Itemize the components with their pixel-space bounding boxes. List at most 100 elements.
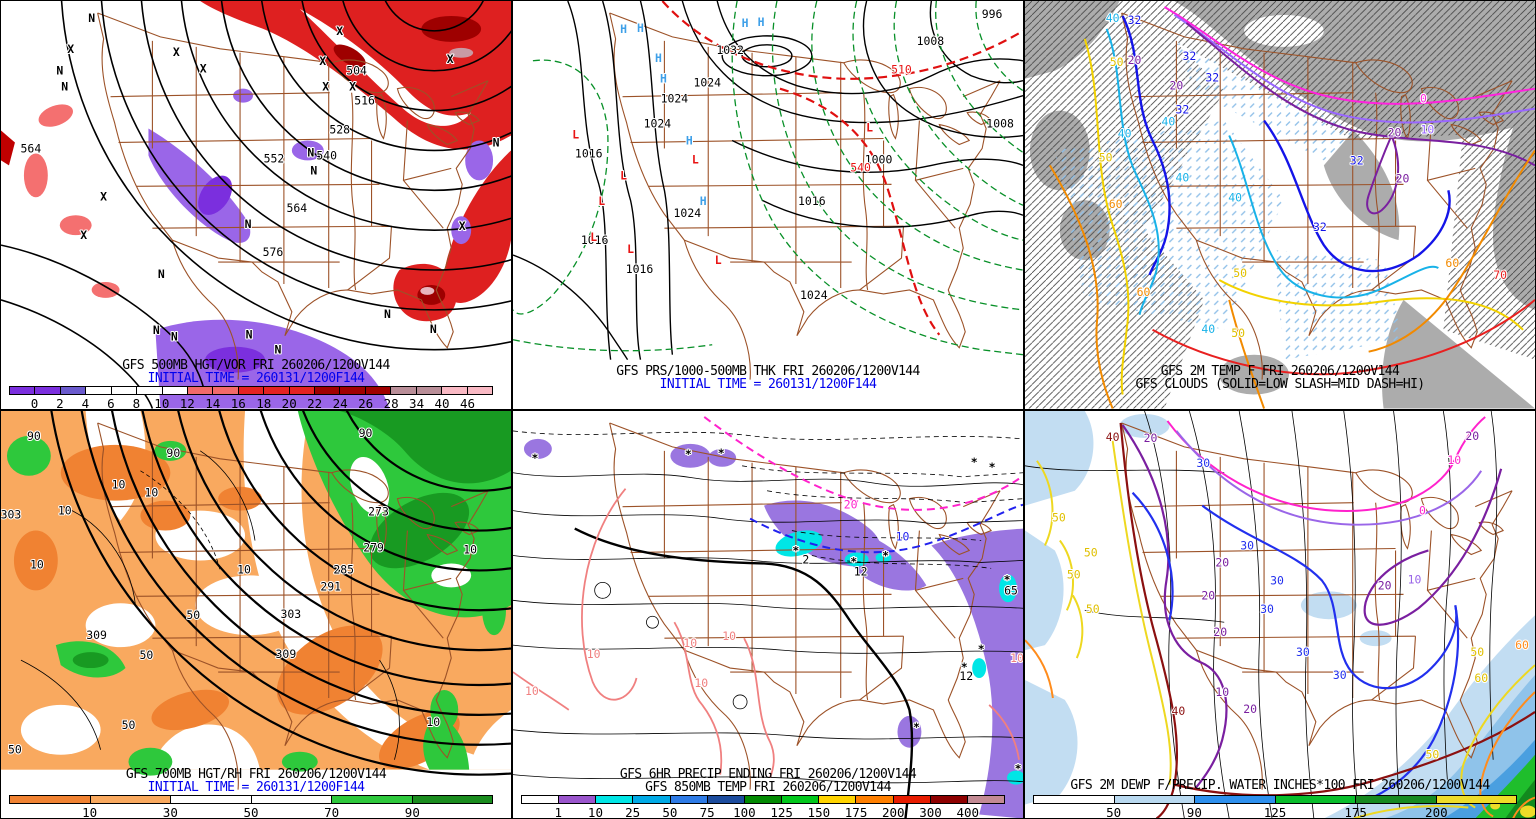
svg-text:20: 20 [1201, 588, 1215, 602]
svg-text:*: * [1015, 761, 1022, 775]
svg-text:50: 50 [8, 742, 22, 756]
caption-dewp: GFS 2M DEWP F/PRECIP. WATER INCHES*100 F… [1025, 779, 1535, 792]
svg-text:0: 0 [1420, 92, 1427, 106]
svg-text:*: * [971, 454, 978, 468]
map-2m-dewp-pwat: 4040202020202020201010100303030303030505… [1025, 410, 1535, 818]
svg-text:*: * [718, 445, 725, 459]
svg-text:40: 40 [1106, 11, 1120, 25]
colorbar-precip: 1 10 25 50 75 100 125 150 175 200 300 400 [521, 795, 1005, 818]
svg-text:*: * [989, 459, 996, 473]
panel-title: GFS 6HR PRECIP ENDING FRI 260206/1200V14… [619, 767, 917, 782]
svg-text:10: 10 [1447, 452, 1461, 466]
svg-text:20: 20 [1378, 578, 1392, 592]
colorbar-rh: 10 30 50 70 90 [9, 795, 493, 818]
svg-text:564: 564 [287, 201, 308, 215]
svg-text:1008: 1008 [986, 117, 1014, 131]
svg-text:10: 10 [1421, 123, 1435, 137]
colorbar-pwat: 50 90 125 175 200 [1033, 795, 1517, 818]
svg-text:516: 516 [354, 94, 375, 108]
svg-text:10: 10 [58, 503, 72, 517]
svg-text:10: 10 [30, 557, 44, 571]
svg-text:*: * [685, 446, 692, 460]
svg-text:32: 32 [1182, 49, 1196, 63]
svg-text:20: 20 [1144, 430, 1158, 444]
svg-text:70: 70 [1493, 268, 1507, 282]
svg-text:30: 30 [1296, 645, 1310, 659]
svg-text:1024: 1024 [674, 206, 702, 220]
svg-text:504: 504 [346, 64, 367, 78]
svg-text:285: 285 [333, 562, 354, 576]
svg-text:10: 10 [463, 542, 477, 556]
svg-text:20: 20 [1170, 79, 1184, 93]
svg-text:L: L [598, 194, 605, 208]
svg-text:*: * [913, 719, 920, 733]
panel-2m-temp-clouds: 0 10 20 20 20 20 32 32 32 32 32 32 40 40 40 40 40 40 50 50 5… [1025, 1, 1535, 409]
svg-text:303: 303 [281, 607, 302, 621]
svg-text:L: L [692, 152, 699, 166]
svg-text:12: 12 [959, 669, 973, 683]
svg-text:N: N [246, 328, 253, 342]
svg-text:N: N [384, 307, 391, 321]
caption-700mb: GFS 700MB HGT/RH FRI 260206/1200V144 INIT… [1, 768, 511, 794]
svg-text:1024: 1024 [693, 76, 721, 90]
svg-text:X: X [200, 62, 207, 76]
panel-initial-time: INITIAL TIME = 260131/1200F144 [147, 780, 365, 795]
svg-text:32: 32 [1175, 103, 1189, 117]
panel-title: GFS PRS/1000-500MB THK FRI 260206/1200V1… [616, 363, 920, 379]
panel-title: GFS 500MB HGT/VOR FRI 260206/1200V144 [122, 357, 390, 373]
svg-text:50: 50 [1233, 266, 1247, 280]
svg-text:10: 10 [1215, 684, 1229, 698]
svg-text:1000: 1000 [865, 152, 893, 166]
svg-text:273: 273 [368, 504, 389, 518]
svg-text:90: 90 [166, 445, 180, 459]
svg-text:H: H [660, 72, 667, 86]
svg-text:X: X [322, 80, 329, 94]
svg-text:309: 309 [276, 647, 297, 661]
svg-text:L: L [715, 253, 722, 267]
svg-text:40: 40 [1162, 115, 1176, 129]
svg-text:H: H [637, 21, 644, 35]
panel-700mb-hgt-rh: 303 309 273 279 285 291 303 309 90 90 90 10 10 10 10 10… [1, 410, 511, 818]
svg-text:40: 40 [1201, 322, 1215, 336]
svg-text:1024: 1024 [661, 92, 689, 106]
panel-2m-dewp-pwat: 40 40 20 20 20 20 20 20 20 10 10 10 0 30 30 30 30 30 30 50 5… [1025, 410, 1535, 818]
svg-text:540: 540 [850, 160, 871, 174]
svg-text:1016: 1016 [575, 146, 603, 160]
svg-text:*: * [978, 642, 985, 656]
svg-text:N: N [307, 145, 314, 159]
svg-text:X: X [459, 219, 466, 233]
svg-text:1016: 1016 [581, 233, 609, 247]
svg-text:10: 10 [694, 675, 708, 689]
svg-text:N: N [310, 163, 317, 177]
svg-text:50: 50 [186, 608, 200, 622]
svg-text:60: 60 [1445, 256, 1459, 270]
svg-text:*: * [882, 548, 889, 562]
svg-text:40: 40 [1228, 190, 1242, 204]
map-700mb-hgt-rh: 303 309 273 279 285 291 303 309 90 90 90 10 10 10 10 10… [1, 410, 511, 790]
svg-text:50: 50 [140, 648, 154, 662]
svg-text:*: * [531, 450, 538, 464]
svg-text:10: 10 [587, 647, 601, 661]
svg-text:*: * [1004, 572, 1011, 586]
svg-text:576: 576 [263, 245, 284, 259]
svg-text:10: 10 [426, 714, 440, 728]
svg-text:N: N [153, 323, 160, 337]
panel-prs-thk: 1032 1024 1024 1024 1024 1016 1016 1016 1016 1024… [513, 1, 1023, 409]
colorbar-vorticity: 0 2 4 6 8 10 12 14 16 18 20 22 24 26 28 34 40 46 [9, 385, 493, 409]
svg-text:564: 564 [21, 141, 42, 155]
svg-text:H: H [620, 22, 627, 36]
svg-text:50: 50 [122, 717, 136, 731]
svg-text:60: 60 [1474, 671, 1488, 685]
svg-text:X: X [173, 45, 180, 59]
svg-text:50: 50 [1426, 747, 1440, 761]
svg-text:50: 50 [1110, 55, 1124, 69]
svg-text:X: X [100, 189, 107, 203]
panel-subtitle: GFS CLOUDS (SOLID=LOW SLASH=MID DASH=HI) [1135, 376, 1425, 392]
svg-text:20: 20 [844, 497, 858, 511]
svg-text:1024: 1024 [644, 117, 672, 131]
svg-text:X: X [336, 24, 343, 38]
svg-text:10: 10 [145, 485, 159, 499]
svg-text:279: 279 [363, 540, 384, 554]
